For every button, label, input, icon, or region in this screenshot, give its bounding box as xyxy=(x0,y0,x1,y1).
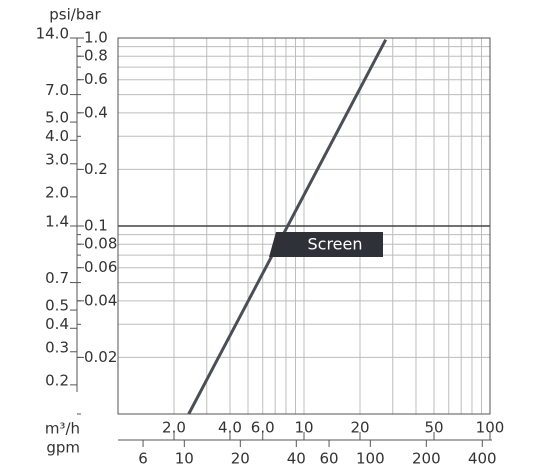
y2-tick-label: 0.4 xyxy=(45,315,69,333)
y-tick-label: 0.2 xyxy=(84,160,108,178)
plot-frame xyxy=(117,37,491,415)
y-tick-label: 0.1 xyxy=(84,217,108,235)
y-tick-label: 0.08 xyxy=(84,235,117,253)
y-tick-label: 0.4 xyxy=(84,103,108,121)
x-tick-label: 6.0 xyxy=(251,419,275,437)
y-axis-label: psi/bar xyxy=(49,6,101,24)
y2-tick-label: 0.5 xyxy=(45,297,69,315)
y2-tick-label: 0.3 xyxy=(45,338,69,356)
x-tick-label: 2.0 xyxy=(162,419,186,437)
y-tick-label: 0.02 xyxy=(84,348,117,366)
y-tick-label: 0.8 xyxy=(84,47,108,65)
x-tick-label: 100 xyxy=(476,419,505,437)
y2-tick-label: 0.2 xyxy=(45,371,69,389)
y2-tick-label: 1.4 xyxy=(45,213,69,231)
y-tick-label: 0.04 xyxy=(84,291,117,309)
y2-tick-label: 2.0 xyxy=(45,183,69,201)
x-tick-label: 20 xyxy=(350,419,369,437)
x2-axis-label: gpm xyxy=(46,439,80,457)
x2-tick-label: 6 xyxy=(138,450,148,468)
y2-tick-label: 3.0 xyxy=(45,150,69,168)
x2-tick-label: 200 xyxy=(412,450,441,468)
x2-tick-label: 400 xyxy=(468,450,497,468)
x2-tick-label: 40 xyxy=(287,450,306,468)
x2-tick-label: 20 xyxy=(231,450,250,468)
x-tick-label: 50 xyxy=(424,419,443,437)
y2-tick-label: 0.7 xyxy=(45,269,69,287)
y2-tick-label: 4.0 xyxy=(45,127,69,145)
series-label-box xyxy=(269,232,383,257)
x-tick-label: 10 xyxy=(294,419,313,437)
x-tick-label: 4.0 xyxy=(218,419,242,437)
y2-tick-label: 7.0 xyxy=(45,81,69,99)
y-tick-label: 0.6 xyxy=(84,70,108,88)
x2-tick-label: 10 xyxy=(175,450,194,468)
y2-tick-label: 5.0 xyxy=(45,109,69,127)
series-label: Screen xyxy=(307,235,362,254)
series-line xyxy=(187,38,388,415)
x2-tick-label: 60 xyxy=(320,450,339,468)
x-axis-label: m³/h xyxy=(45,420,80,438)
x2-tick-label: 100 xyxy=(356,450,385,468)
y-tick-label: 1.0 xyxy=(84,29,108,47)
y-tick-label: 0.06 xyxy=(84,258,117,276)
y2-tick-label: 14.0 xyxy=(36,25,69,43)
